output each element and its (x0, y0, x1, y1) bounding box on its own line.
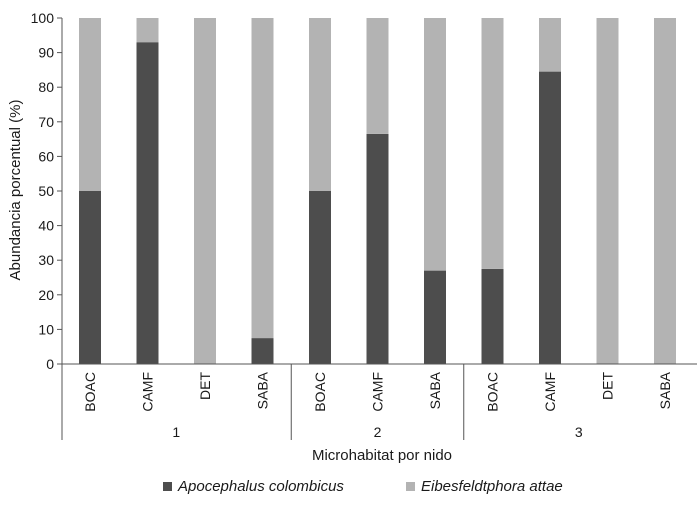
y-tick-label-90: 90 (38, 45, 54, 61)
y-tick-label-60: 60 (38, 148, 54, 164)
x-tick-label-saba-10: SABA (657, 371, 673, 409)
bar-apocephalus-colombicus-6 (424, 270, 446, 364)
x-tick-label-camf-5: CAMF (370, 372, 386, 412)
legend-label-apocephalus-colombicus: Apocephalus colombicus (177, 478, 344, 495)
axes-layer: 0 10 20 30 40 50 60 70 80 90 100 BOAC CAMF DET SABA BOA… (31, 10, 697, 440)
legend: Apocephalus colombicus Eibesfeldtphora a… (163, 478, 563, 495)
bar-eibesfeldtphora-attae-3 (251, 18, 274, 339)
group-label-1: 1 (172, 424, 180, 440)
x-tick-label-det-9: DET (600, 372, 616, 400)
group-label-2: 2 (374, 424, 382, 440)
x-tick-label-saba-6: SABA (427, 371, 443, 409)
x-tick-label-det-2: DET (197, 372, 213, 400)
bar-eibesfeldtphora-attae-8 (539, 18, 561, 72)
y-tick-label-100: 100 (31, 10, 55, 26)
bar-eibesfeldtphora-attae-5 (366, 18, 389, 134)
bar-eibesfeldtphora-attae-6 (424, 18, 446, 271)
x-tick-label-boac-4: BOAC (312, 372, 328, 412)
bar-apocephalus-colombicus-0 (79, 191, 101, 364)
x-tick-label-saba-3: SABA (255, 371, 271, 409)
group-label-3: 3 (575, 424, 583, 440)
bar-eibesfeldtphora-attae-2 (194, 18, 216, 364)
bar-apocephalus-colombicus-1 (136, 42, 159, 364)
bar-eibesfeldtphora-attae-1 (136, 18, 159, 43)
legend-label-eibesfeldtphora-attae: Eibesfeldtphora attae (421, 478, 563, 495)
bar-apocephalus-colombicus-7 (481, 268, 504, 364)
x-tick-label-boac-0: BOAC (82, 372, 98, 412)
bar-eibesfeldtphora-attae-4 (309, 18, 331, 191)
y-tick-label-20: 20 (38, 287, 54, 303)
y-tick-label-50: 50 (38, 183, 54, 199)
x-tick-label-camf-1: CAMF (140, 372, 156, 412)
bars-layer (79, 18, 676, 364)
y-axis-title: Abundancia porcentual (%) (7, 100, 24, 281)
bar-apocephalus-colombicus-5 (366, 133, 389, 364)
x-axis-title: Microhabitat por nido (312, 447, 452, 464)
bar-eibesfeldtphora-attae-9 (596, 18, 619, 364)
bar-apocephalus-colombicus-8 (539, 71, 561, 364)
bar-eibesfeldtphora-attae-7 (481, 18, 504, 269)
x-tick-label-boac-7: BOAC (485, 372, 501, 412)
y-tick-label-0: 0 (46, 356, 54, 372)
bar-eibesfeldtphora-attae-0 (79, 18, 101, 191)
y-tick-label-80: 80 (38, 79, 54, 95)
legend-swatch-apocephalus-colombicus (163, 482, 172, 491)
y-tick-label-70: 70 (38, 114, 54, 130)
legend-swatch-eibesfeldtphora-attae (406, 482, 415, 491)
bar-apocephalus-colombicus-4 (309, 191, 331, 364)
x-tick-label-camf-8: CAMF (542, 372, 558, 412)
y-tick-label-30: 30 (38, 252, 54, 268)
bar-eibesfeldtphora-attae-10 (654, 18, 676, 364)
y-tick-label-40: 40 (38, 218, 54, 234)
y-tick-label-10: 10 (38, 321, 54, 337)
bar-apocephalus-colombicus-3 (251, 338, 274, 364)
